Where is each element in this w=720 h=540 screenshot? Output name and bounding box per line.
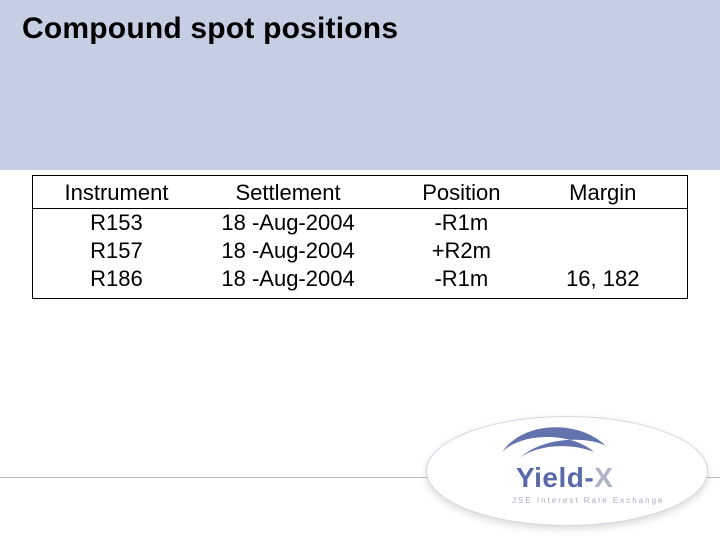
table-header-row: Instrument Settlement Position Margin [33,176,687,209]
cell-instrument: R186 [33,265,190,298]
logo-brand-dash: - [584,462,594,493]
cell-settlement: 18 -Aug-2004 [190,265,386,298]
col-header-margin: Margin [537,176,687,209]
positions-table: Instrument Settlement Position Margin R1… [32,175,688,299]
cell-instrument: R157 [33,237,190,265]
col-header-position: Position [386,176,536,209]
cell-settlement: 18 -Aug-2004 [190,209,386,238]
cell-settlement: 18 -Aug-2004 [190,237,386,265]
table-row: R153 18 -Aug-2004 -R1m [33,209,687,238]
cell-position: +R2m [386,237,536,265]
slide-title: Compound spot positions [22,12,398,46]
logo-tagline: JSE Interest Rate Exchange [512,496,665,505]
cell-position: -R1m [386,209,536,238]
logo-brand-suffix: X [594,462,613,493]
col-header-instrument: Instrument [33,176,190,209]
logo-brand: Yield-X [516,462,613,494]
col-header-settlement: Settlement [190,176,386,209]
swoosh-icon [494,418,614,468]
table-row: R157 18 -Aug-2004 +R2m [33,237,687,265]
cell-position: -R1m [386,265,536,298]
cell-margin [537,237,687,265]
cell-instrument: R153 [33,209,190,238]
cell-margin [537,209,687,238]
logo: Yield-X JSE Interest Rate Exchange [434,412,698,522]
slide: Compound spot positions Instrument Settl… [0,0,720,540]
logo-brand-primary: Yield [516,462,584,493]
cell-margin: 16, 182 [537,265,687,298]
table-row: R186 18 -Aug-2004 -R1m 16, 182 [33,265,687,298]
